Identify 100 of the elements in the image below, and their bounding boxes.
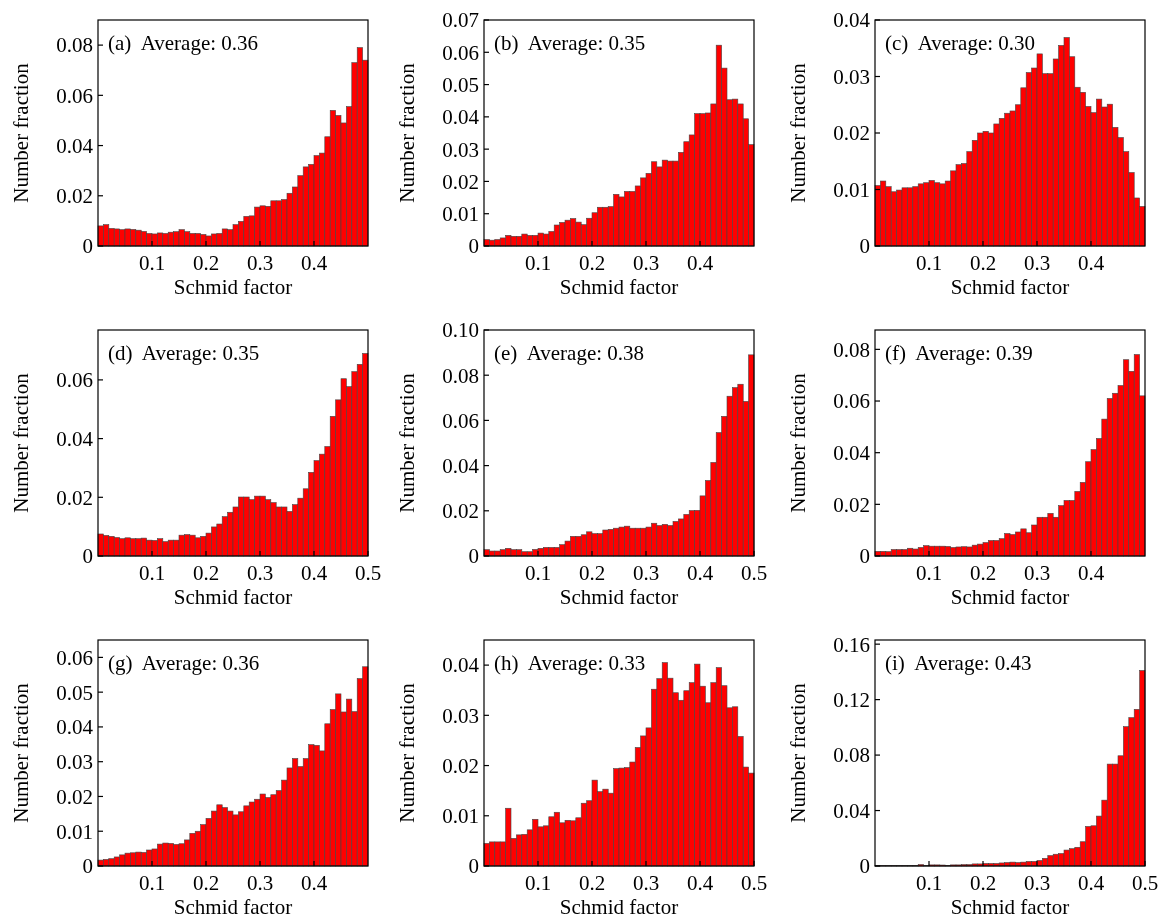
x-tick-label: 0.3 <box>632 871 660 895</box>
x-tick-label: 0.2 <box>969 871 997 895</box>
y-tick-label: 0.04 <box>833 441 871 466</box>
y-axis-title: Number fraction <box>786 62 810 203</box>
y-tick-label: 0.04 <box>56 715 94 740</box>
y-tick-label: 0.02 <box>442 753 479 778</box>
y-tick-label: 0.02 <box>56 784 93 809</box>
x-tick-label: 0.4 <box>1077 561 1105 585</box>
x-axis-title: Schmid factor <box>950 585 1070 609</box>
x-tick-label: 0.2 <box>578 561 606 585</box>
x-tick-label: 0.5 <box>740 871 768 895</box>
y-tick-label: 0.05 <box>442 72 479 97</box>
annotation: (i) Average: 0.43 <box>885 651 1032 675</box>
x-tick-label: 0.2 <box>192 251 220 275</box>
y-tick-label: 0.06 <box>56 368 93 393</box>
annotation: (e) Average: 0.38 <box>494 341 645 365</box>
y-tick-label: 0.02 <box>442 499 479 524</box>
x-tick-label: 0.4 <box>1077 251 1105 275</box>
y-axis-title: Number fraction <box>9 372 33 513</box>
annotation: (a) Average: 0.36 <box>108 31 259 55</box>
y-tick-label: 0 <box>82 854 93 879</box>
y-tick-label: 0.04 <box>442 453 480 478</box>
y-tick-label: 0 <box>859 544 870 569</box>
y-tick-label: 0.08 <box>833 337 870 362</box>
x-axis-title: Schmid factor <box>173 895 293 919</box>
x-tick-label: 0.1 <box>524 871 552 895</box>
x-tick-label: 0.5 <box>354 561 382 585</box>
y-tick-label: 0.08 <box>56 33 93 58</box>
y-tick-label: 0.01 <box>56 819 93 844</box>
x-tick-label: 0.3 <box>246 561 274 585</box>
y-axis-title: Number fraction <box>395 62 419 203</box>
x-tick-label: 0.2 <box>192 561 220 585</box>
y-tick-label: 0.06 <box>442 408 479 433</box>
y-tick-label: 0.06 <box>833 389 870 414</box>
y-tick-label: 0.04 <box>56 426 94 451</box>
x-tick-label: 0.3 <box>632 251 660 275</box>
y-tick-label: 0 <box>859 854 870 879</box>
x-tick-label: 0.1 <box>138 871 166 895</box>
x-tick-label: 0.1 <box>524 251 552 275</box>
y-tick-label: 0 <box>468 544 479 569</box>
x-tick-label: 0.1 <box>138 561 166 585</box>
x-tick-label: 0.5 <box>1131 871 1159 895</box>
x-tick-label: 0.4 <box>686 871 714 895</box>
annotation: (b) Average: 0.35 <box>494 31 646 55</box>
y-tick-label: 0.01 <box>442 202 479 227</box>
y-tick-label: 0.02 <box>442 169 479 194</box>
y-axis-title: Number fraction <box>786 682 810 823</box>
y-axis-title: Number fraction <box>9 62 33 203</box>
x-tick-label: 0.4 <box>300 561 328 585</box>
y-tick-label: 0.08 <box>442 363 479 388</box>
y-tick-label: 0.06 <box>56 645 93 670</box>
x-tick-label: 0.4 <box>300 871 328 895</box>
y-tick-label: 0.01 <box>442 804 479 829</box>
y-tick-label: 0.06 <box>56 83 93 108</box>
y-tick-label: 0.04 <box>442 105 480 130</box>
y-tick-label: 0 <box>859 234 870 259</box>
x-tick-label: 0.1 <box>915 871 943 895</box>
x-tick-label: 0.1 <box>138 251 166 275</box>
y-tick-label: 0 <box>82 234 93 259</box>
y-tick-label: 0.03 <box>56 750 93 775</box>
x-tick-label: 0.2 <box>578 871 606 895</box>
x-axis-title: Schmid factor <box>173 275 293 299</box>
y-tick-label: 0.04 <box>56 133 94 158</box>
x-tick-label: 0.2 <box>192 871 220 895</box>
x-axis-title: Schmid factor <box>950 275 1070 299</box>
x-tick-label: 0.3 <box>1023 871 1051 895</box>
x-tick-label: 0.2 <box>578 251 606 275</box>
x-tick-label: 0.1 <box>524 561 552 585</box>
y-tick-label: 0.06 <box>442 40 479 65</box>
y-tick-label: 0.05 <box>56 680 93 705</box>
y-tick-label: 0.01 <box>833 177 870 202</box>
y-tick-label: 0.02 <box>56 485 93 510</box>
x-tick-label: 0.4 <box>300 251 328 275</box>
x-tick-label: 0.4 <box>686 251 714 275</box>
y-tick-label: 0 <box>82 544 93 569</box>
y-tick-label: 0.02 <box>833 492 870 517</box>
x-tick-label: 0.3 <box>1023 251 1051 275</box>
y-tick-label: 0.04 <box>833 8 871 33</box>
y-axis-title: Number fraction <box>395 372 419 513</box>
y-tick-label: 0 <box>468 854 479 879</box>
y-tick-label: 0.10 <box>442 318 479 343</box>
x-tick-label: 0.3 <box>1023 561 1051 585</box>
y-tick-label: 0.03 <box>442 703 479 728</box>
annotation: (g) Average: 0.36 <box>108 651 260 675</box>
y-tick-label: 0.02 <box>56 184 93 209</box>
y-tick-label: 0.07 <box>442 8 479 33</box>
y-tick-label: 0.16 <box>833 632 870 657</box>
x-tick-label: 0.3 <box>632 561 660 585</box>
y-tick-label: 0.02 <box>833 121 870 146</box>
y-tick-label: 0.04 <box>442 653 480 678</box>
y-tick-label: 0.03 <box>442 137 479 162</box>
y-axis-title: Number fraction <box>395 682 419 823</box>
y-tick-label: 0.03 <box>833 64 870 89</box>
x-tick-label: 0.3 <box>246 251 274 275</box>
annotation: (f) Average: 0.39 <box>885 341 1033 365</box>
y-axis-title: Number fraction <box>786 372 810 513</box>
x-tick-label: 0.3 <box>246 871 274 895</box>
x-tick-label: 0.2 <box>969 561 997 585</box>
x-tick-label: 0.2 <box>969 251 997 275</box>
x-axis-title: Schmid factor <box>559 585 679 609</box>
